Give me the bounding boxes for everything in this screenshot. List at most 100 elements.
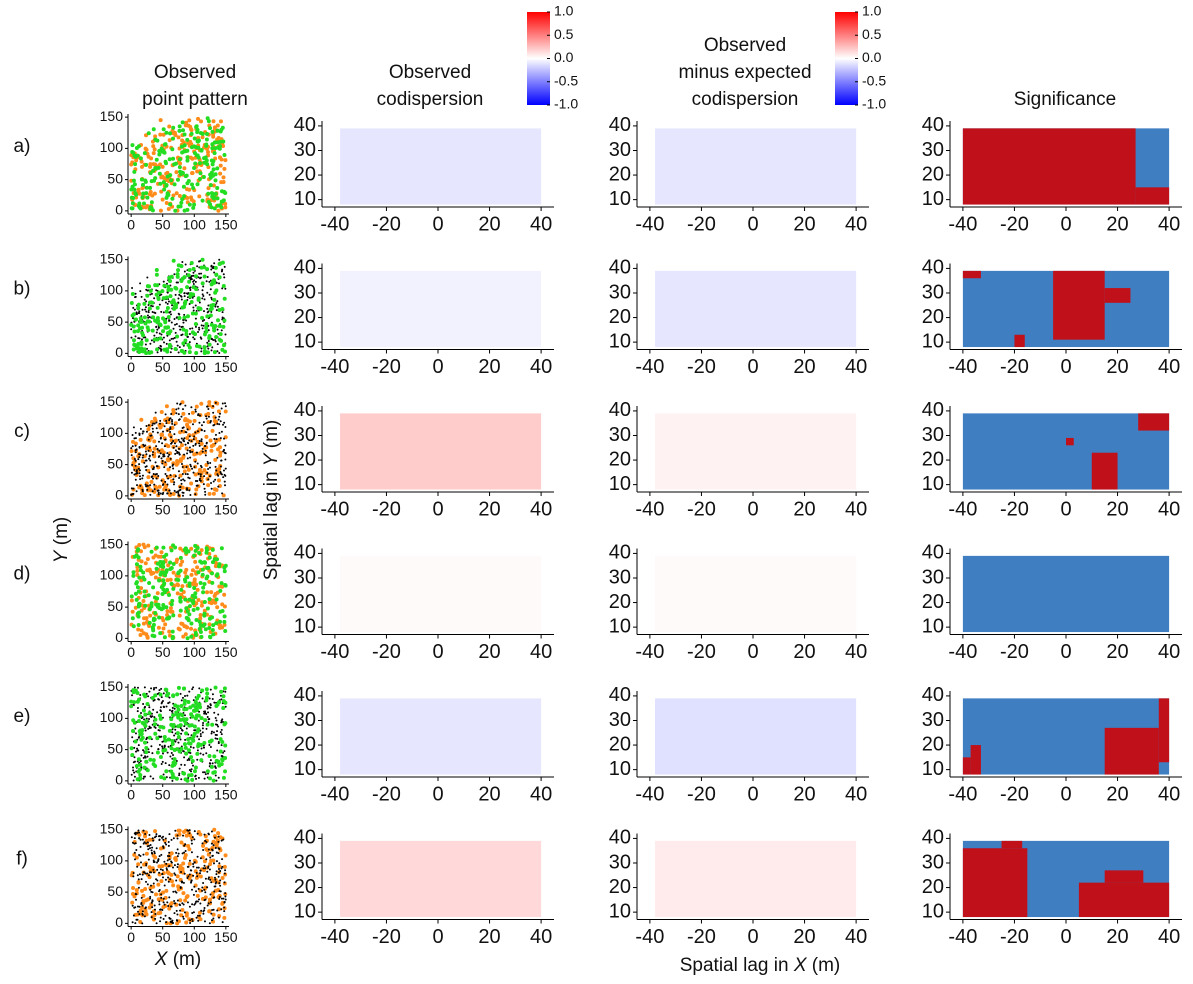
point — [151, 628, 156, 633]
point — [192, 306, 195, 309]
point — [138, 772, 143, 777]
point — [171, 304, 174, 307]
point — [200, 688, 205, 693]
point — [173, 872, 176, 875]
point — [204, 454, 207, 457]
y-tick-label: 40 — [294, 827, 316, 849]
point — [141, 191, 146, 196]
point — [218, 882, 221, 885]
point — [173, 208, 178, 213]
point — [146, 488, 149, 491]
point — [175, 891, 178, 894]
point — [179, 279, 184, 284]
point — [178, 864, 183, 869]
point — [142, 749, 145, 752]
point — [133, 775, 136, 778]
point — [184, 443, 187, 446]
point — [153, 717, 158, 722]
point — [188, 489, 191, 492]
point — [130, 900, 135, 905]
point — [222, 273, 225, 276]
point — [197, 776, 200, 779]
point — [198, 306, 203, 311]
point — [176, 344, 179, 347]
significant-area — [1078, 882, 1170, 918]
point — [144, 483, 147, 486]
point — [132, 329, 137, 334]
significant-area — [970, 745, 981, 775]
point — [198, 414, 201, 417]
point — [169, 722, 174, 727]
point — [178, 346, 181, 349]
y-tick-label: 150 — [100, 393, 124, 409]
y-tick-label: 10 — [609, 758, 631, 780]
point — [188, 829, 191, 832]
point — [194, 287, 199, 292]
point — [218, 623, 223, 628]
point — [202, 611, 207, 616]
y-tick-label: 150 — [100, 108, 124, 124]
point — [150, 849, 153, 852]
point — [210, 547, 215, 552]
point — [202, 912, 205, 915]
point — [162, 491, 165, 494]
point — [161, 578, 166, 583]
point — [211, 346, 214, 349]
y-tick-label: 50 — [107, 313, 123, 329]
point — [150, 911, 153, 914]
point — [208, 718, 211, 721]
point — [204, 695, 209, 700]
point — [136, 306, 141, 311]
point — [134, 451, 137, 454]
point — [220, 733, 223, 736]
point — [155, 445, 158, 448]
point — [146, 755, 149, 758]
point — [145, 557, 150, 562]
column-title: codispersion — [377, 89, 484, 110]
point — [194, 431, 197, 434]
point — [147, 457, 150, 460]
point — [184, 920, 189, 925]
point — [215, 185, 220, 190]
point — [178, 476, 181, 479]
point — [148, 871, 151, 874]
point — [217, 562, 222, 567]
point — [152, 467, 155, 470]
point — [153, 575, 158, 580]
point — [185, 181, 190, 186]
point — [193, 311, 198, 316]
x-tick-label: 20 — [793, 213, 815, 235]
point — [197, 161, 202, 166]
y-tick-label: 50 — [107, 598, 123, 614]
point — [178, 447, 181, 450]
point — [218, 423, 221, 426]
point — [207, 600, 212, 605]
x-tick-label: 40 — [530, 498, 552, 520]
point — [193, 322, 198, 327]
x-tick-label: 0 — [1060, 641, 1071, 663]
point — [178, 772, 181, 775]
point — [154, 461, 157, 464]
point — [220, 901, 225, 906]
point — [167, 138, 172, 143]
point — [212, 267, 215, 270]
point — [219, 470, 222, 473]
point — [210, 428, 215, 433]
point — [220, 698, 223, 701]
point — [148, 706, 151, 709]
significant-area — [962, 757, 971, 775]
point — [158, 724, 163, 729]
point — [154, 267, 159, 272]
point — [158, 208, 163, 213]
point — [194, 601, 199, 606]
point — [138, 831, 141, 834]
point — [195, 309, 198, 312]
x-tick-label: -40 — [320, 926, 349, 948]
point — [181, 465, 184, 468]
point — [129, 187, 134, 192]
point — [162, 336, 165, 339]
point — [224, 458, 227, 461]
point — [191, 582, 196, 587]
point — [143, 723, 148, 728]
point — [138, 469, 141, 472]
